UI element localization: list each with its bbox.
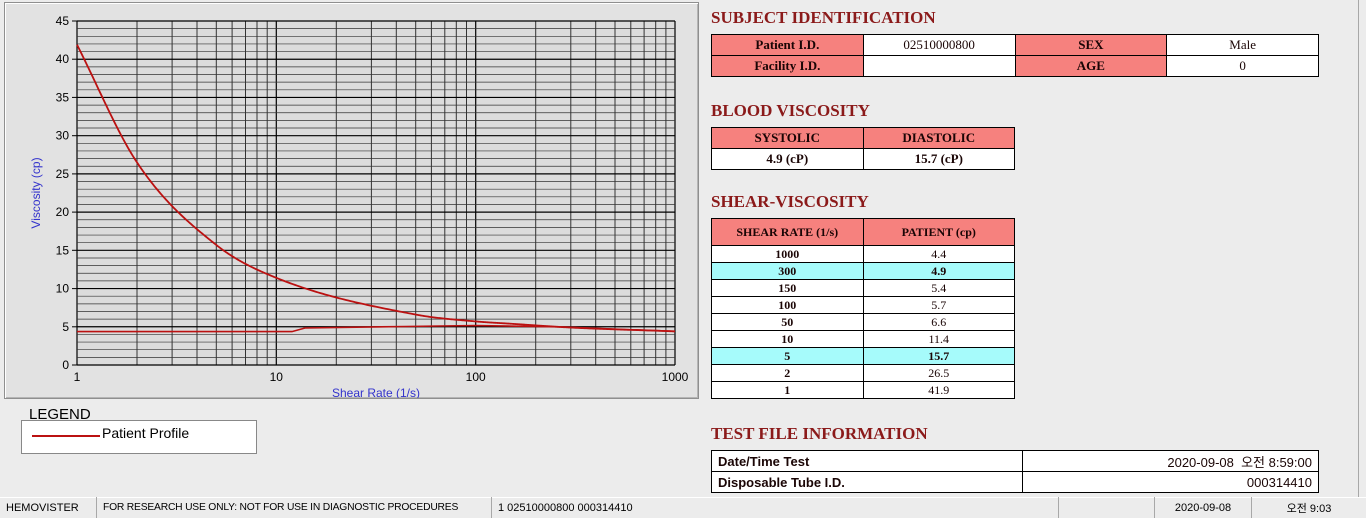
svg-text:45: 45 (56, 14, 70, 28)
svg-text:25: 25 (56, 167, 70, 181)
svg-text:Shear Rate (1/s): Shear Rate (1/s) (332, 386, 420, 398)
svg-text:10: 10 (56, 282, 70, 296)
svg-text:0: 0 (62, 358, 69, 372)
svg-text:1: 1 (74, 370, 81, 384)
svg-text:20: 20 (56, 205, 70, 219)
svg-text:35: 35 (56, 90, 70, 104)
svg-text:100: 100 (466, 370, 486, 384)
svg-text:10: 10 (270, 370, 284, 384)
svg-text:5: 5 (62, 320, 69, 334)
svg-text:40: 40 (56, 52, 70, 66)
svg-text:Viscosity (cp): Viscosity (cp) (29, 157, 43, 228)
svg-text:15: 15 (56, 243, 70, 257)
svg-text:30: 30 (56, 129, 70, 143)
svg-text:1000: 1000 (662, 370, 689, 384)
